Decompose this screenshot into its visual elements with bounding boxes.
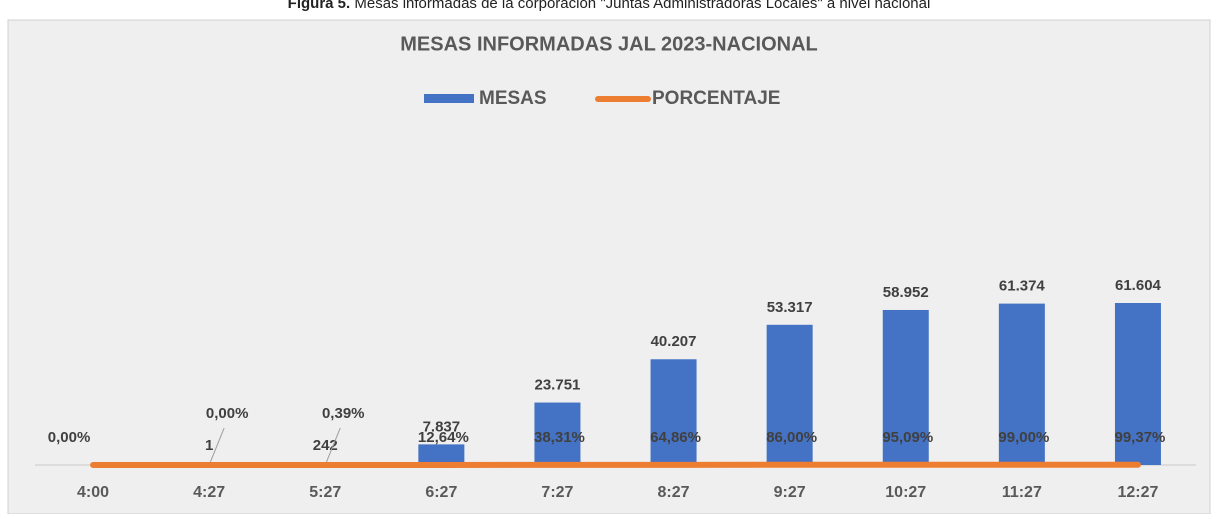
- bar-value-label: 242: [313, 437, 338, 454]
- line-value-label: 0,00%: [48, 429, 91, 446]
- bar-value-label: 23.751: [535, 377, 581, 394]
- bar: [651, 359, 697, 465]
- x-tick-label: 4:00: [77, 484, 109, 501]
- line-value-label: 64,86%: [650, 429, 701, 446]
- x-tick-label: 12:27: [1117, 484, 1158, 501]
- line-value-label: 0,00%: [206, 405, 249, 422]
- bar-value-label: 61.374: [999, 278, 1046, 295]
- bar-value-label: 61.604: [1115, 277, 1162, 294]
- chart-title: MESAS INFORMADAS JAL 2023-NACIONAL: [400, 33, 817, 55]
- line-value-label: 95,09%: [882, 429, 933, 446]
- line-value-label: 12,64%: [418, 429, 469, 446]
- line-value-label: 99,37%: [1115, 429, 1166, 446]
- legend-label: MESAS: [479, 88, 547, 109]
- x-tick-label: 7:27: [541, 484, 573, 501]
- line-value-label: 99,00%: [998, 429, 1049, 446]
- x-tick-label: 9:27: [774, 484, 806, 501]
- x-tick-label: 11:27: [1002, 484, 1042, 501]
- x-tick-label: 4:27: [193, 484, 225, 501]
- caption: Figura 5. Mesas informadas de la corpora…: [288, 0, 931, 12]
- legend-label: PORCENTAJE: [652, 88, 780, 109]
- bar: [418, 444, 464, 465]
- x-tick-label: 8:27: [658, 484, 690, 501]
- caption-label: Figura 5.: [288, 0, 351, 12]
- line-value-label: 0,39%: [322, 405, 365, 422]
- bar-value-label: 1: [205, 437, 213, 454]
- bar-value-label: 53.317: [767, 299, 813, 316]
- x-tick-label: 6:27: [425, 484, 457, 501]
- line-value-label: 38,31%: [534, 429, 585, 446]
- legend-swatch: [424, 94, 474, 103]
- x-tick-label: 5:27: [309, 484, 341, 501]
- line-value-label: 86,00%: [766, 429, 817, 446]
- bar-value-label: 40.207: [651, 333, 697, 350]
- bar-value-label: 58.952: [883, 284, 929, 301]
- caption-text: Mesas informadas de la corporación "Junt…: [354, 0, 930, 12]
- x-tick-label: 10:27: [885, 484, 926, 501]
